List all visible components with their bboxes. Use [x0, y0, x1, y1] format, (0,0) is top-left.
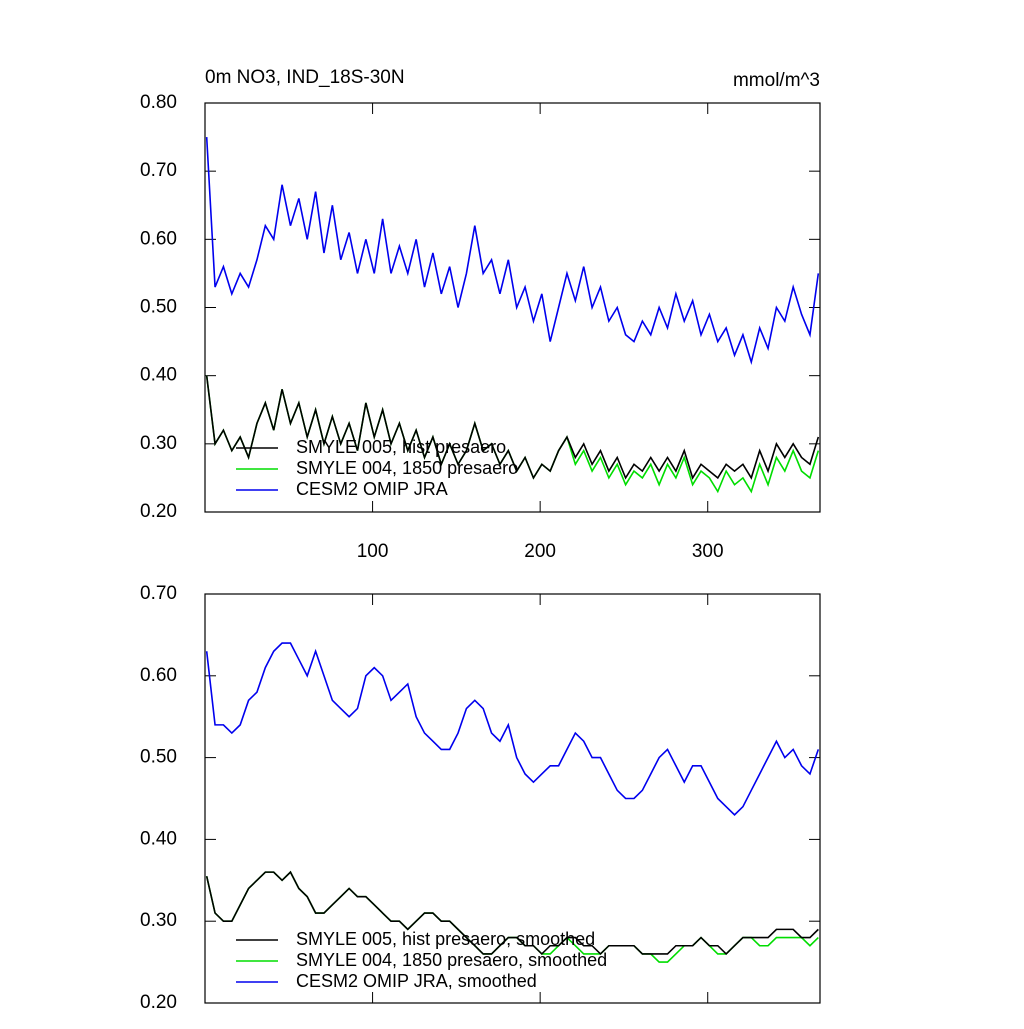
legend-label: CESM2 OMIP JRA: [296, 479, 448, 499]
plot-frame: [204, 102, 821, 513]
series-line: [205, 642, 820, 816]
y-tick-label: 0.40: [140, 365, 177, 386]
x-tick-label: 300: [692, 541, 724, 562]
y-tick-label: 0.40: [140, 828, 177, 849]
series-line: [205, 137, 820, 366]
y-tick-label: 0.20: [140, 992, 177, 1013]
legend-label: CESM2 OMIP JRA, smoothed: [296, 971, 537, 991]
y-tick-label: 0.50: [140, 297, 177, 318]
units-label: mmol/m^3: [733, 70, 820, 91]
x-tick-label: 100: [357, 541, 389, 562]
series-line: [205, 375, 820, 480]
chart-title: 0m NO3, IND_18S-30N: [205, 67, 405, 88]
y-tick-label: 0.80: [140, 92, 177, 113]
y-tick-label: 0.70: [140, 583, 177, 604]
legend-label: SMYLE 005, hist presaero, smoothed: [296, 929, 595, 949]
y-tick-label: 0.60: [140, 665, 177, 686]
y-tick-label: 0.20: [140, 501, 177, 522]
x-tick-label: 200: [524, 541, 556, 562]
plot-frame: [204, 593, 821, 1004]
legend-label: SMYLE 004, 1850 presaero: [296, 458, 518, 478]
y-tick-label: 0.50: [140, 747, 177, 768]
y-tick-label: 0.30: [140, 910, 177, 931]
y-tick-label: 0.60: [140, 228, 177, 249]
legend-label: SMYLE 005, hist presaero: [296, 437, 506, 457]
legend-label: SMYLE 004, 1850 presaero, smoothed: [296, 950, 607, 970]
series-line: [205, 870, 819, 956]
y-tick-label: 0.70: [140, 160, 177, 181]
y-tick-label: 0.30: [140, 433, 177, 454]
